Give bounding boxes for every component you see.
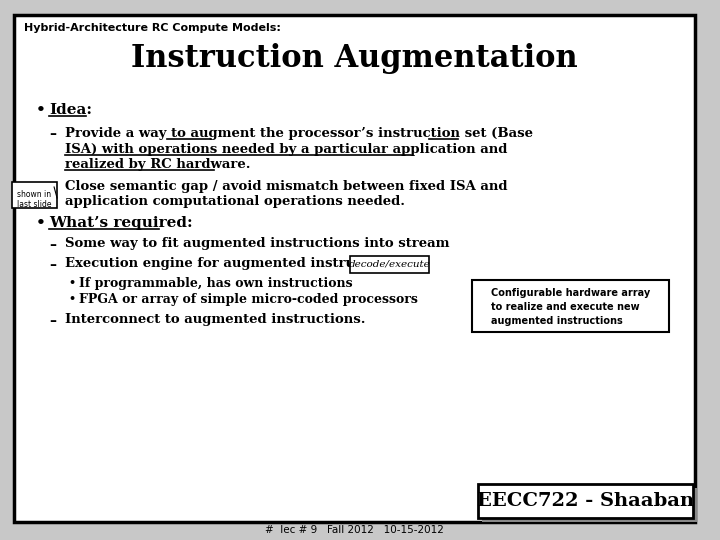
Text: Execution engine for augmented instructions:: Execution engine for augmented instructi… (65, 258, 405, 271)
Text: If programmable, has own instructions: If programmable, has own instructions (78, 276, 352, 289)
Text: ISA) with operations needed by a particular application and: ISA) with operations needed by a particu… (65, 143, 508, 156)
Text: –: – (49, 180, 56, 194)
Text: EECC722 - Shaaban: EECC722 - Shaaban (477, 492, 694, 510)
Text: Instruction Augmentation: Instruction Augmentation (131, 43, 577, 74)
Text: –: – (49, 238, 56, 252)
Text: Interconnect to augmented instructions.: Interconnect to augmented instructions. (65, 314, 366, 327)
Text: –: – (49, 314, 56, 327)
Text: Provide a way to augment the processor’s instruction set (Base: Provide a way to augment the processor’s… (65, 127, 533, 140)
Bar (472, 280, 669, 332)
Text: What’s required:: What’s required: (49, 215, 193, 230)
Text: Close semantic gap / avoid mismatch between fixed ISA and: Close semantic gap / avoid mismatch betw… (65, 180, 508, 193)
Text: •: • (35, 103, 45, 117)
Text: •: • (69, 294, 76, 305)
Text: realized by RC hardware.: realized by RC hardware. (65, 158, 251, 171)
Text: –: – (49, 258, 56, 272)
Text: Hybrid-Architecture RC Compute Models:: Hybrid-Architecture RC Compute Models: (24, 23, 281, 33)
Text: Idea:: Idea: (49, 103, 92, 117)
Text: shown in
last slide: shown in last slide (17, 190, 52, 210)
Text: application computational operations needed.: application computational operations nee… (65, 195, 405, 208)
Bar (478, 484, 693, 518)
Text: •: • (69, 276, 76, 287)
Bar (12, 182, 57, 208)
Text: #  lec # 9   Fall 2012   10-15-2012: # lec # 9 Fall 2012 10-15-2012 (265, 525, 444, 535)
Bar (350, 255, 429, 273)
Text: FPGA or array of simple micro-coded processors: FPGA or array of simple micro-coded proc… (78, 294, 418, 307)
Text: decode/execute: decode/execute (348, 260, 431, 268)
Bar (482, 488, 696, 522)
Text: –: – (49, 127, 56, 141)
Text: Configurable hardware array
to realize and execute new
augmented instructions: Configurable hardware array to realize a… (491, 287, 650, 326)
Text: Some way to fit augmented instructions into stream: Some way to fit augmented instructions i… (65, 238, 449, 251)
Text: •: • (35, 215, 45, 230)
